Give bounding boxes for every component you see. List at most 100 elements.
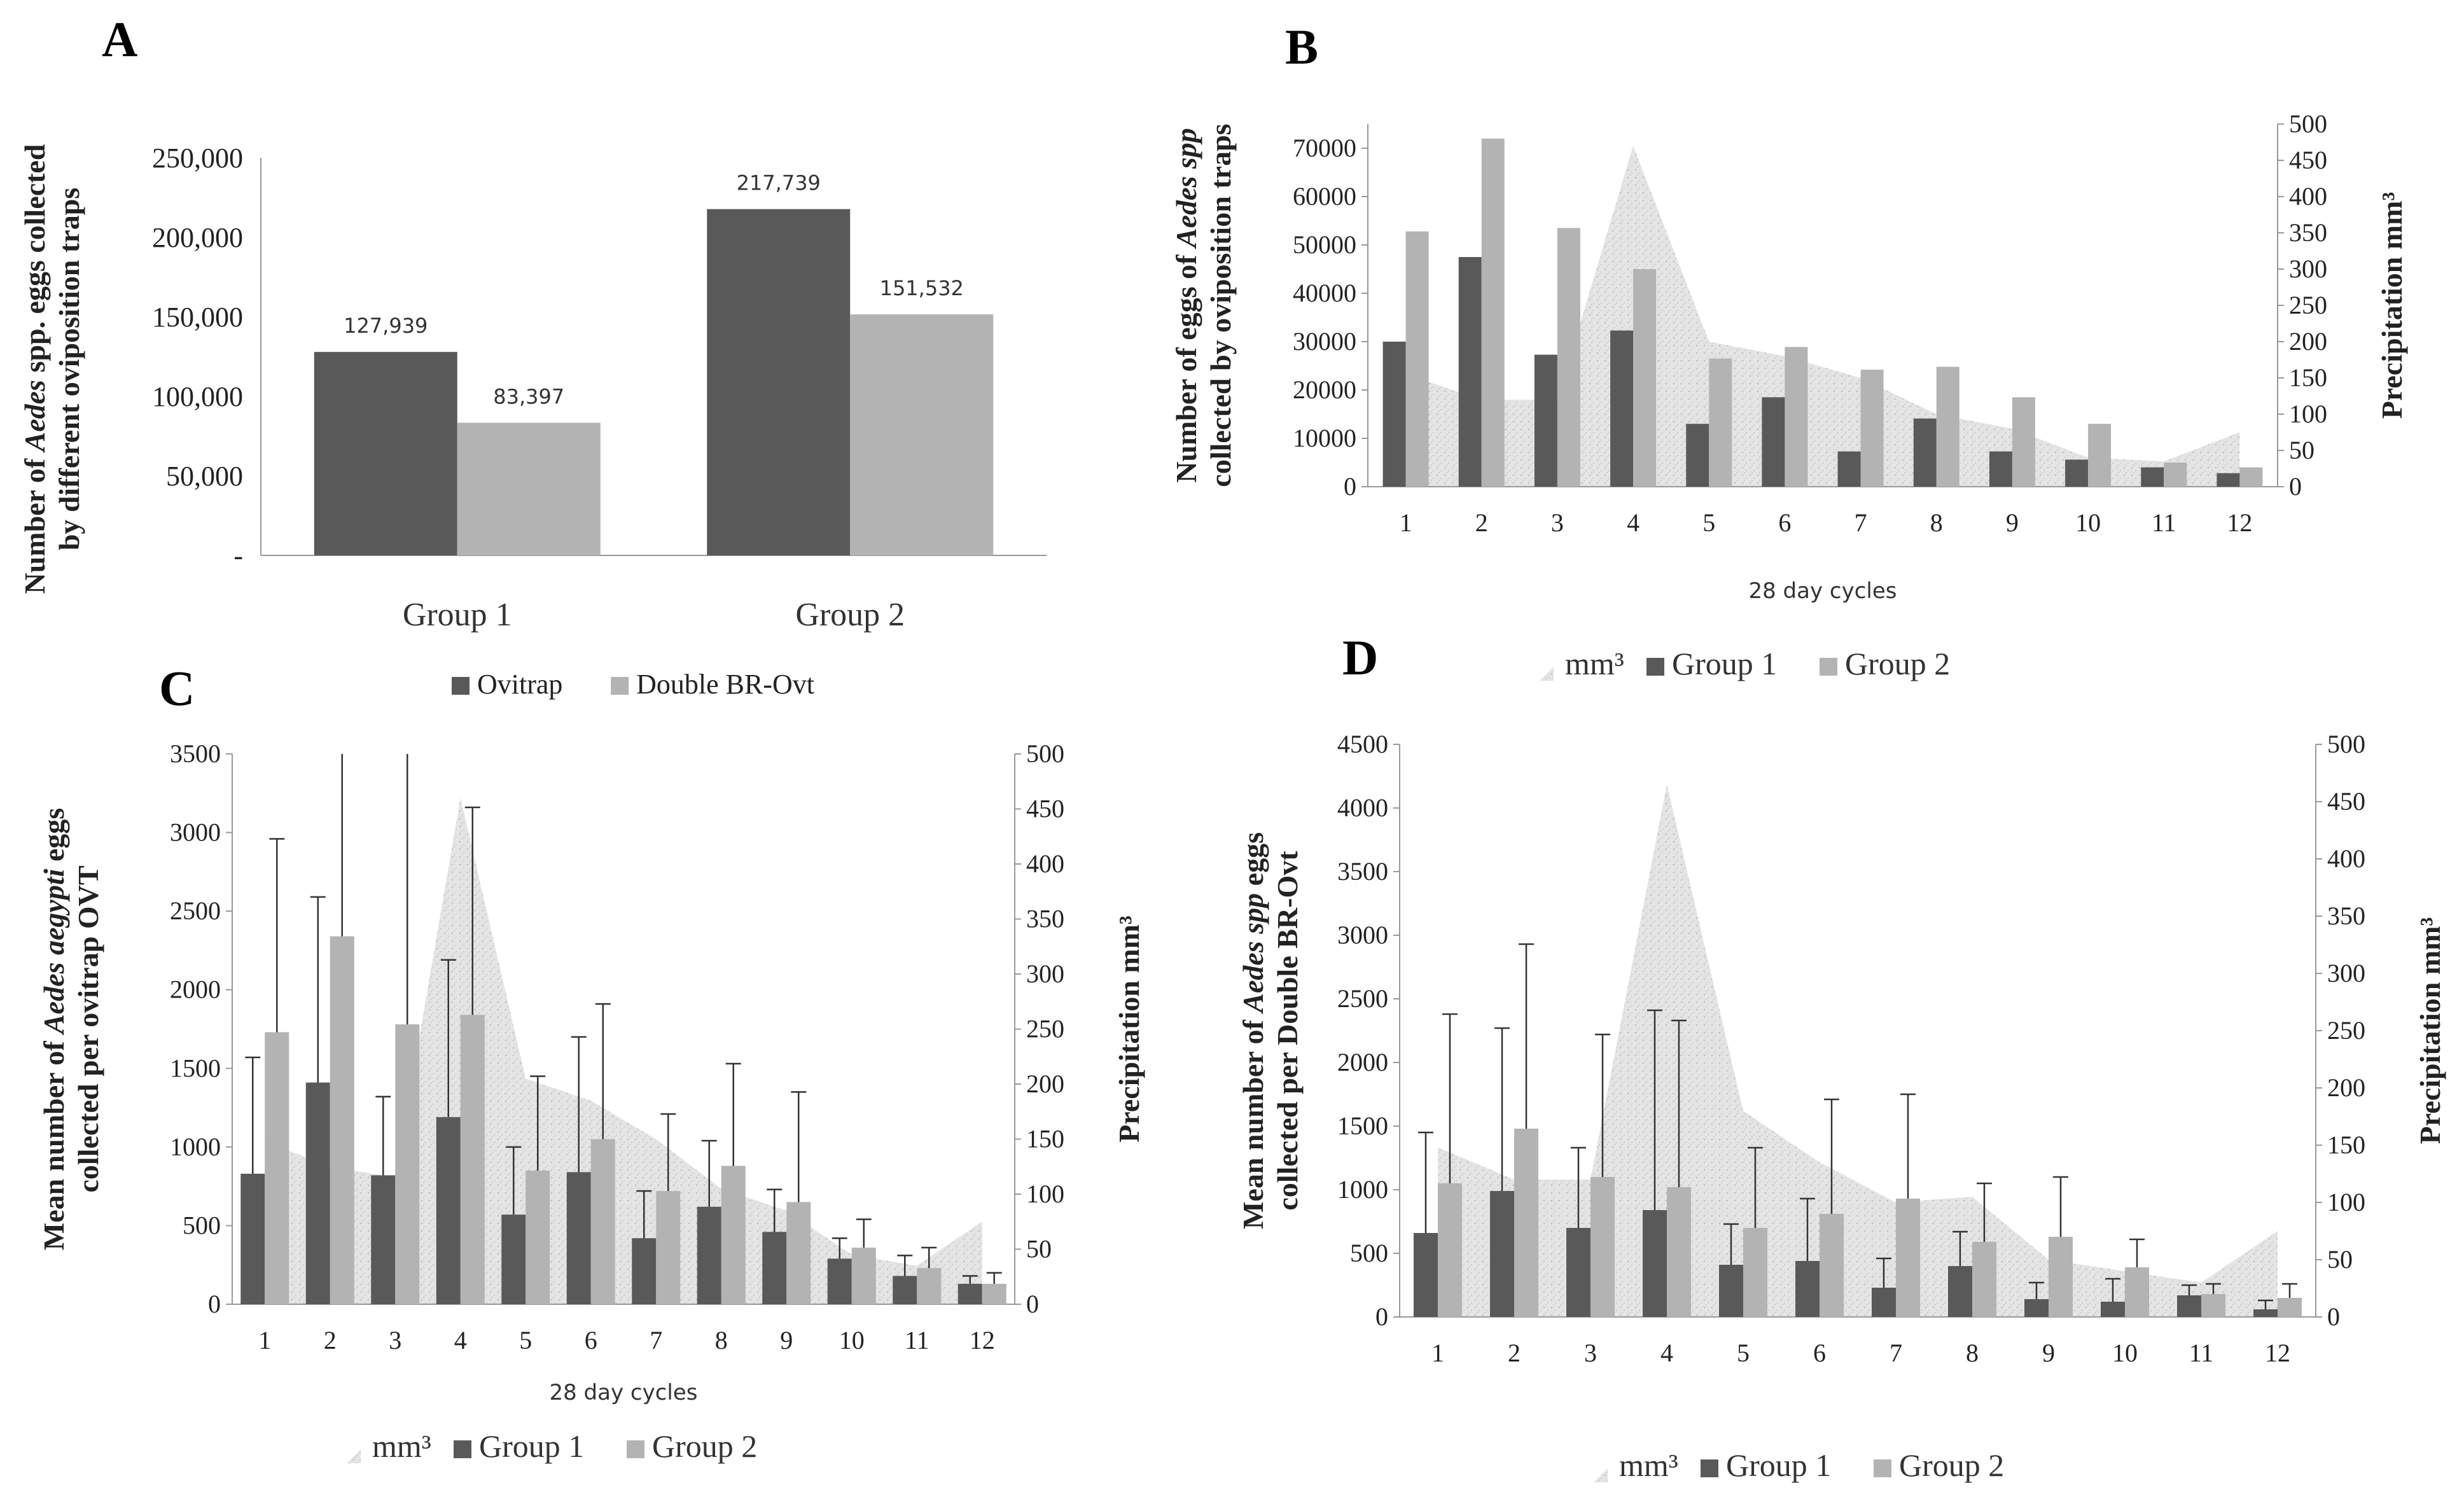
y2-tick-label: 350 xyxy=(2289,218,2327,247)
y2-tick-label: 500 xyxy=(2289,109,2327,138)
bar-group-2 xyxy=(590,1139,615,1304)
y2-tick-label: 450 xyxy=(2327,787,2365,816)
y-axis-title-part: collected per ovitrap OVT xyxy=(72,866,104,1193)
bar-group-2 xyxy=(1481,138,1505,487)
x-tick-label: 2 xyxy=(1475,508,1488,537)
bar-group-1 xyxy=(1762,397,1785,487)
bar-group-1 xyxy=(762,1232,787,1304)
legend-label-1: mm³ xyxy=(1565,646,1624,681)
bar-ovitrap xyxy=(707,209,851,556)
data-label: 127,939 xyxy=(344,314,428,338)
y2-tick-label: 150 xyxy=(2289,363,2327,392)
y-tick-label: 70000 xyxy=(1293,134,1356,162)
y-axis-title-part: Mean number of xyxy=(38,1034,70,1250)
chart-panel-d: 0500100015002000250030003500400045000501… xyxy=(1237,730,2446,1483)
x-tick-label: 3 xyxy=(1584,1339,1597,1367)
bar-group-2 xyxy=(1972,1242,1996,1317)
bar-group-1 xyxy=(1872,1288,1896,1317)
bar-group-1 xyxy=(957,1283,982,1304)
bar-ovitrap xyxy=(314,352,457,555)
x-tick-label: 10 xyxy=(2075,508,2101,537)
y-tick-label: 0 xyxy=(1344,472,1356,501)
panel-letter-a: A xyxy=(102,11,137,67)
legend-swatch-2 xyxy=(1646,658,1664,676)
y-tick-label: 2000 xyxy=(1337,1048,1388,1076)
legend-swatch-3 xyxy=(1874,1459,1891,1477)
y2-tick-label: 450 xyxy=(1026,795,1064,823)
y2-tick-label: 150 xyxy=(1026,1125,1064,1153)
x-tick-label: 11 xyxy=(905,1326,929,1354)
bar-group-1 xyxy=(240,1173,265,1304)
bar-group-1 xyxy=(697,1206,721,1304)
precipitation-area xyxy=(1438,784,2278,1317)
y2-axis-title: Precipitation mm³ xyxy=(2414,917,2446,1145)
y-tick-label: 2000 xyxy=(170,975,221,1004)
bar-group-2 xyxy=(1709,358,1732,487)
x-tick-label: 5 xyxy=(1702,508,1715,537)
bar-group-1 xyxy=(1719,1265,1743,1317)
x-tick-label: 5 xyxy=(519,1326,532,1354)
legend-label-1: mm³ xyxy=(1619,1447,1678,1483)
bar-group-2 xyxy=(1860,370,1884,487)
y-tick-label: 0 xyxy=(1375,1302,1388,1331)
y-tick-label: 1500 xyxy=(170,1054,221,1082)
y2-tick-label: 150 xyxy=(2327,1131,2365,1159)
x-tick-label: 8 xyxy=(1966,1339,1979,1367)
y2-tick-label: 50 xyxy=(1026,1235,1052,1264)
x-tick-label: 7 xyxy=(1890,1339,1902,1367)
x-axis-title: 28 day cycles xyxy=(549,1380,697,1405)
x-tick-label: 11 xyxy=(2189,1339,2214,1367)
y2-tick-label: 400 xyxy=(1026,849,1064,878)
bar-group-2 xyxy=(851,1248,876,1304)
y-axis-title-part: collected by oviposition traps xyxy=(1204,123,1237,487)
bar-group-2 xyxy=(330,936,354,1304)
y-axis-title-part: Aedes spp xyxy=(1170,128,1202,249)
y-axis-title-line-2: collected per Double BR-Ovt xyxy=(1271,851,1304,1211)
x-tick-label: 3 xyxy=(389,1326,401,1354)
y-axis-title: Mean number of Aedes aegypti eggscollect… xyxy=(38,808,104,1250)
legend-swatch-area xyxy=(1540,667,1554,681)
y-axis-title-line-1: Mean number of Aedes aegypti eggs xyxy=(38,808,70,1250)
bar-group-2 xyxy=(2049,1237,2073,1317)
panel-letter-c: C xyxy=(159,660,195,716)
y-axis-title-part: Number of xyxy=(18,451,51,594)
bar-group-2 xyxy=(1633,269,1657,487)
y2-tick-label: 50 xyxy=(2289,436,2314,464)
legend-swatch-2 xyxy=(1701,1459,1718,1477)
x-tick-label: 5 xyxy=(1737,1339,1750,1367)
y-tick-label: 1000 xyxy=(170,1132,221,1161)
x-tick-label: 2 xyxy=(1508,1339,1521,1367)
y-axis-title: Number of eggs of Aedes sppcollected by … xyxy=(1170,123,1237,487)
panel-letter-d: D xyxy=(1342,630,1378,685)
chart-panel-a: - 50,000 100,000 150,000 200,000 250,000 127,9… xyxy=(18,143,1047,700)
bar-group-1 xyxy=(2024,1299,2049,1317)
y-axis-title-part: Aedes spp xyxy=(1237,893,1269,1015)
y-axis-title-part: collected per Double BR-Ovt xyxy=(1271,851,1304,1211)
x-tick-label: 12 xyxy=(2227,508,2252,537)
bar-group-2 xyxy=(982,1283,1006,1304)
bar-group-1 xyxy=(1382,342,1406,487)
bar-group-1 xyxy=(566,1172,591,1304)
y-tick-label: 0 xyxy=(208,1290,221,1318)
bar-group-1 xyxy=(893,1276,917,1304)
y-tick-label: 10000 xyxy=(1293,424,1356,452)
y2-tick-label: 0 xyxy=(2327,1302,2340,1331)
bar-group-2 xyxy=(2201,1294,2225,1317)
x-category-label: Group 1 xyxy=(403,597,512,633)
y-tick-label: 50000 xyxy=(1293,230,1356,259)
bar-group-1 xyxy=(1610,330,1634,487)
y2-tick-label: 450 xyxy=(2289,146,2327,174)
y-tick-label: 3500 xyxy=(170,739,221,768)
bar-group-2 xyxy=(2125,1267,2149,1317)
bar-group-1 xyxy=(1686,424,1709,487)
bar-group-2 xyxy=(265,1032,289,1304)
y-axis-title-part: Aedes aegypti xyxy=(38,868,70,1036)
y-axis-title-line-2: collected per ovitrap OVT xyxy=(72,866,104,1193)
bar-group-2 xyxy=(395,1024,420,1304)
bar-group-1 xyxy=(632,1238,657,1304)
precipitation-area xyxy=(1405,146,2240,487)
x-tick-label: 7 xyxy=(650,1326,662,1354)
y-axis-title-part: eggs xyxy=(38,808,70,869)
y2-tick-label: 350 xyxy=(1026,905,1064,933)
x-tick-label: 7 xyxy=(1855,508,1867,537)
